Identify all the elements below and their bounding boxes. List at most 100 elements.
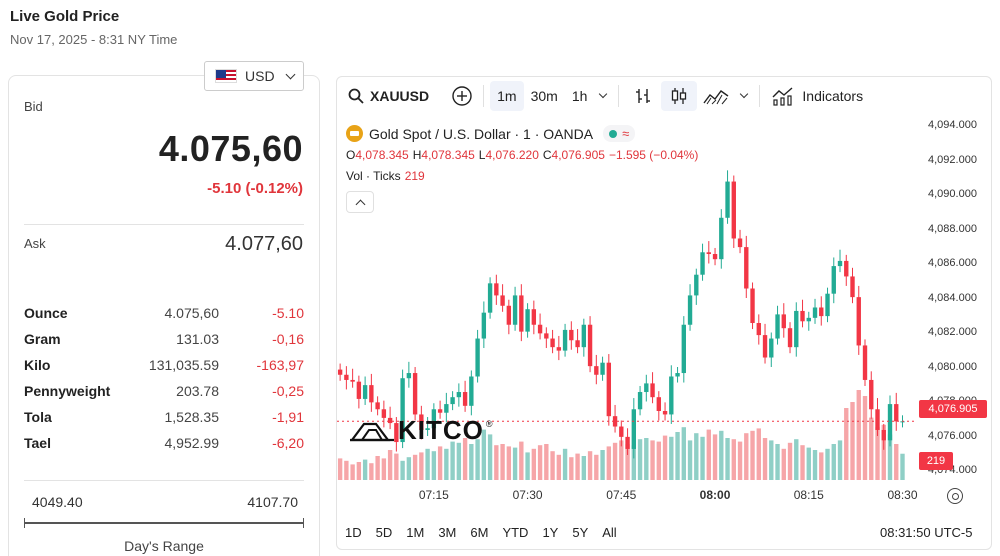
unit-price: 131,035.59 bbox=[148, 357, 219, 373]
time-tick-label: 07:15 bbox=[418, 488, 449, 502]
area-chart-icon bbox=[703, 90, 729, 105]
price-tick-label: 4,088.000 bbox=[928, 222, 977, 235]
price-tick-label: 4,090.000 bbox=[928, 188, 977, 201]
volume-legend: Vol · Ticks 219 bbox=[346, 169, 425, 183]
gear-icon[interactable] bbox=[947, 488, 963, 504]
chart-clock[interactable]: 08:31:50 UTC-5 bbox=[880, 525, 973, 540]
days-range-high: 4107.70 bbox=[247, 494, 298, 510]
range-5d[interactable]: 5D bbox=[375, 524, 393, 540]
compare-button[interactable] bbox=[451, 81, 473, 111]
range-3m[interactable]: 3M bbox=[438, 524, 457, 540]
instrument-name: Gold Spot / U.S. Dollar · 1 · OANDA bbox=[369, 125, 594, 142]
price-tick-label: 4,092.000 bbox=[928, 153, 977, 166]
unit-change: -0,16 bbox=[272, 331, 304, 347]
search-icon bbox=[348, 88, 364, 104]
days-range-low: 4049.40 bbox=[32, 494, 83, 510]
unit-name: Tael bbox=[24, 435, 51, 451]
range-1m[interactable]: 1M bbox=[406, 524, 425, 540]
delayed-data-icon: ≈ bbox=[622, 126, 630, 141]
timeframe-1m[interactable]: 1m bbox=[490, 81, 524, 111]
unit-price: 4.075,60 bbox=[164, 305, 220, 321]
unit-name: Ounce bbox=[24, 305, 68, 321]
indicators-label: Indicators bbox=[802, 88, 864, 104]
range-bar: 1D 5D 1M 3M 6M YTD 1Y 5Y All bbox=[338, 520, 988, 544]
ohlc-change: −1.595 (−0.04%) bbox=[608, 148, 699, 162]
range-1y[interactable]: 1Y bbox=[542, 524, 559, 540]
unit-change: -6,20 bbox=[272, 435, 304, 451]
chart-panel bbox=[336, 76, 992, 550]
range-6m[interactable]: 6M bbox=[470, 524, 489, 540]
timeframe-1h[interactable]: 1h bbox=[571, 88, 588, 104]
chevron-down-icon bbox=[285, 69, 296, 79]
unit-change: -5.10 bbox=[272, 305, 304, 321]
market-status-pill[interactable]: ≈ bbox=[603, 125, 636, 142]
currency-select-value: USD bbox=[245, 68, 275, 84]
unit-name: Tola bbox=[24, 409, 52, 425]
volume-value: 219 bbox=[404, 169, 425, 183]
candles-icon bbox=[672, 88, 687, 104]
bar-chart-type-button[interactable] bbox=[625, 81, 661, 111]
range-1d[interactable]: 1D bbox=[345, 524, 362, 540]
currency-select[interactable]: USD bbox=[204, 61, 304, 91]
area-chart-type-button[interactable] bbox=[697, 81, 735, 111]
unit-row-gram: Gram 131.03 -0,16 bbox=[24, 326, 304, 352]
bid-label: Bid bbox=[24, 99, 43, 114]
ohlc-values: O4,078.345 H4,078.345 L4,076.220 C4,076.… bbox=[346, 148, 698, 162]
time-tick-label: 08:15 bbox=[793, 488, 824, 502]
toolbar-separator bbox=[759, 85, 761, 107]
time-tick-label: 08:30 bbox=[887, 488, 918, 502]
unit-row-tael: Tael 4,952.99 -6,20 bbox=[24, 430, 304, 456]
indicators-button[interactable]: Indicators bbox=[766, 81, 869, 111]
time-tick-label: 07:45 bbox=[606, 488, 637, 502]
kitco-logo-icon bbox=[350, 422, 394, 441]
unit-row-ounce: Ounce 4.075,60 -5.10 bbox=[24, 300, 304, 326]
time-tick-label: 08:00 bbox=[699, 488, 731, 502]
range-all[interactable]: All bbox=[602, 524, 617, 540]
ohlc-close: C4,076.905 bbox=[542, 148, 605, 162]
bid-change: -5.10 (-0.12%) bbox=[207, 180, 303, 197]
days-range-label: Day's Range bbox=[124, 538, 204, 554]
price-tick-label: 4,080.000 bbox=[928, 360, 977, 373]
quote-panel bbox=[8, 75, 320, 556]
unit-name: Kilo bbox=[24, 357, 51, 373]
time-tick-label: 07:30 bbox=[512, 488, 543, 502]
unit-price: 203.78 bbox=[176, 383, 219, 399]
indicators-icon bbox=[772, 87, 793, 106]
unit-change: -1,91 bbox=[272, 409, 304, 425]
ohlc-low: L4,076.220 bbox=[478, 148, 539, 162]
unit-change: -0,25 bbox=[272, 383, 304, 399]
range-ytd[interactable]: YTD bbox=[502, 524, 529, 540]
toolbar-separator bbox=[483, 85, 485, 107]
price-tick-label: 4,082.000 bbox=[928, 326, 977, 339]
unit-price: 1,528.35 bbox=[164, 409, 220, 425]
kitco-watermark: KITCO ® bbox=[350, 415, 493, 446]
price-tick-label: 4,084.000 bbox=[928, 291, 977, 304]
unit-price: 131.03 bbox=[176, 331, 219, 347]
market-open-dot-icon bbox=[609, 129, 618, 138]
unit-name: Gram bbox=[24, 331, 61, 347]
last-price-label: 4,076.905 bbox=[919, 400, 987, 418]
symbol-search[interactable]: XAUUSD bbox=[336, 81, 429, 111]
last-volume-label: 219 bbox=[919, 452, 953, 470]
chart-type-dropdown[interactable] bbox=[735, 81, 753, 111]
unit-row-tola: Tola 1,528.35 -1,91 bbox=[24, 404, 304, 430]
range-5y[interactable]: 5Y bbox=[572, 524, 589, 540]
ohlc-open: O4,078.345 bbox=[346, 148, 409, 162]
unit-price: 4,952.99 bbox=[164, 435, 220, 451]
plus-circle-icon bbox=[452, 86, 472, 106]
unit-row-pennyweight: Pennyweight 203.78 -0,25 bbox=[24, 378, 304, 404]
ohlc-bars-icon bbox=[636, 89, 651, 103]
timeframe-dropdown[interactable] bbox=[594, 81, 612, 111]
candle-chart-type-button[interactable] bbox=[661, 81, 698, 111]
collapse-legend-button[interactable] bbox=[346, 191, 374, 213]
price-tick-label: 4,094.000 bbox=[928, 119, 977, 132]
chevron-down-icon bbox=[740, 89, 749, 99]
volume-label: Vol · Ticks bbox=[346, 169, 401, 183]
divider bbox=[24, 480, 304, 481]
page-title: Live Gold Price bbox=[10, 8, 120, 25]
timeframe-30m[interactable]: 30m bbox=[530, 88, 558, 104]
ask-price: 4.077,60 bbox=[225, 233, 303, 255]
price-tick-label: 4,086.000 bbox=[928, 257, 977, 270]
bid-price: 4.075,60 bbox=[158, 128, 303, 169]
kitco-wordmark: KITCO bbox=[398, 415, 484, 445]
